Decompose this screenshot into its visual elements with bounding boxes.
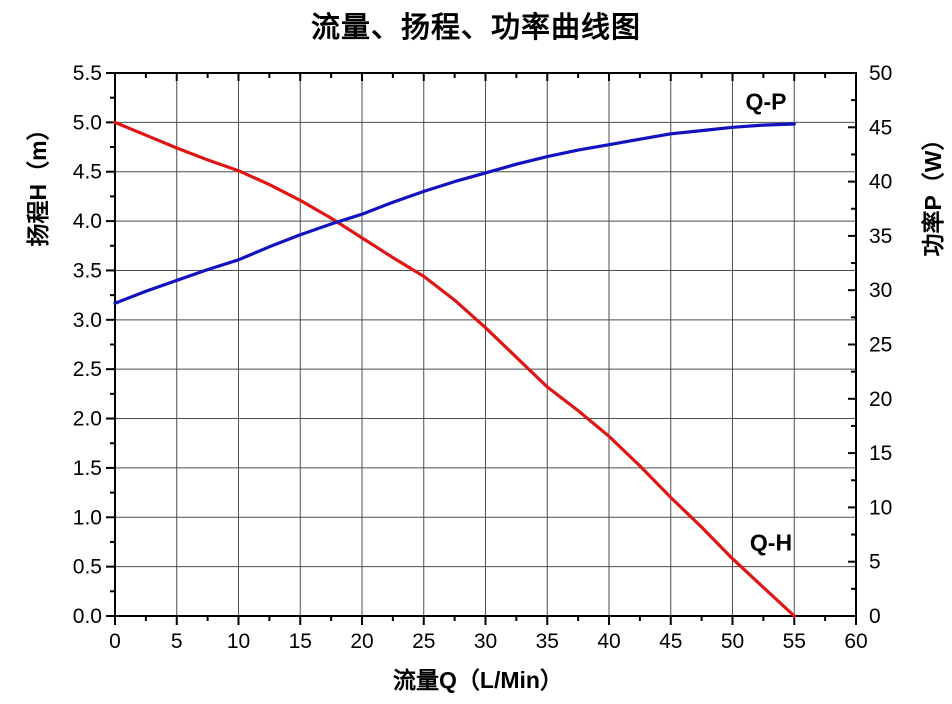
x-tick-label: 40 — [597, 630, 620, 653]
y-axis-left-label: 扬程H（m） — [25, 117, 51, 247]
y-left-tick-label: 2.5 — [73, 358, 102, 381]
x-tick-label: 60 — [844, 630, 867, 653]
y-left-tick-label: 5.5 — [73, 62, 102, 85]
x-tick-label: 10 — [227, 630, 250, 653]
y-right-tick-label: 15 — [869, 442, 892, 465]
y-right-tick-label: 25 — [869, 334, 892, 357]
y-left-tick-label: 1.0 — [73, 506, 102, 529]
x-tick-label: 50 — [721, 630, 744, 653]
y-left-tick-label: 3.0 — [73, 309, 102, 332]
y-left-tick-label: 2.0 — [73, 408, 102, 431]
y-left-tick-label: 5.0 — [73, 111, 102, 134]
x-tick-label: 15 — [289, 630, 312, 653]
y-left-tick-label: 1.5 — [73, 457, 102, 480]
x-tick-label: 45 — [659, 630, 682, 653]
y-left-tick-label: 4.5 — [73, 161, 102, 184]
curve-q-h — [113, 120, 796, 618]
y-left-tick-label: 3.5 — [73, 259, 102, 282]
x-tick-label: 25 — [412, 630, 435, 653]
y-right-tick-label: 45 — [869, 116, 892, 139]
x-tick-label: 55 — [783, 630, 806, 653]
y-left-tick-label: 0.5 — [73, 556, 102, 579]
x-axis-label: 流量Q（L/Min） — [393, 667, 563, 693]
x-tick-label: 30 — [474, 630, 497, 653]
y-axis-right-label: 功率P（W） — [920, 127, 946, 257]
y-right-tick-label: 50 — [869, 62, 892, 85]
x-tick-label: 35 — [536, 630, 559, 653]
x-tick-label: 5 — [171, 630, 183, 653]
y-left-tick-label: 4.0 — [73, 210, 102, 233]
y-right-tick-label: 35 — [869, 225, 892, 248]
series-label-qp: Q-P — [745, 88, 787, 115]
y-right-tick-label: 30 — [869, 279, 892, 302]
y-right-tick-label: 20 — [869, 388, 892, 411]
chart-title: 流量、扬程、功率曲线图 — [310, 10, 641, 44]
y-right-tick-label: 5 — [869, 551, 881, 574]
y-left-tick-label: 0.0 — [73, 605, 102, 628]
curve-q-p — [113, 122, 796, 305]
series-label-qh: Q-H — [749, 529, 793, 556]
y-right-tick-label: 10 — [869, 496, 892, 519]
y-right-tick-label: 40 — [869, 171, 892, 194]
x-tick-label: 0 — [109, 630, 121, 653]
y-right-tick-label: 0 — [869, 605, 881, 628]
plot-border — [114, 72, 857, 617]
x-tick-label: 20 — [350, 630, 373, 653]
